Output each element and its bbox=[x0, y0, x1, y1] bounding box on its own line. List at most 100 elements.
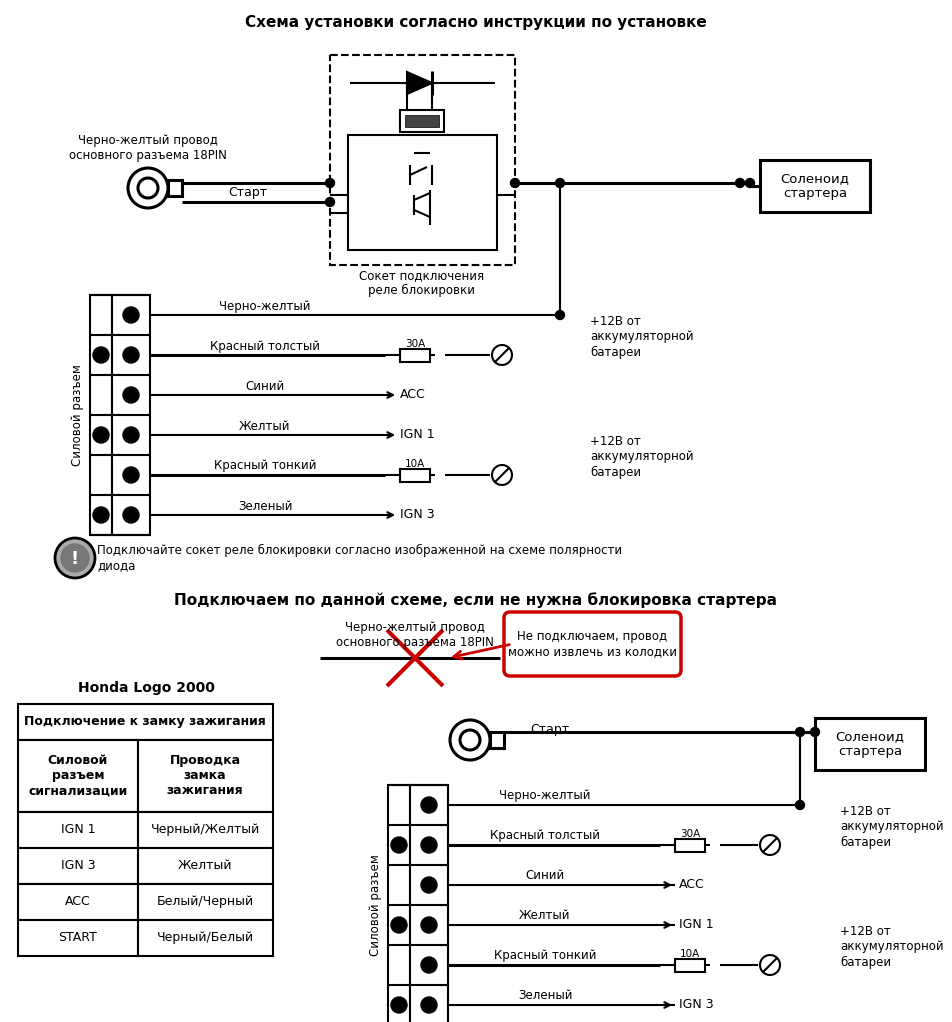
Bar bbox=[138, 920, 273, 956]
Text: Красный толстый: Красный толстый bbox=[210, 339, 320, 353]
FancyBboxPatch shape bbox=[504, 612, 681, 676]
Text: IGN 1: IGN 1 bbox=[61, 824, 95, 836]
Circle shape bbox=[326, 179, 334, 187]
Text: Схема установки согласно инструкции по установке: Схема установки согласно инструкции по у… bbox=[245, 14, 707, 30]
Text: 10A: 10A bbox=[680, 949, 700, 959]
Text: ACC: ACC bbox=[400, 388, 426, 402]
Bar bbox=[760, 160, 870, 212]
Text: Красный тонкий: Красный тонкий bbox=[494, 949, 596, 963]
Text: Желтый: Желтый bbox=[239, 419, 290, 432]
Circle shape bbox=[421, 797, 437, 812]
Text: 30A: 30A bbox=[405, 339, 426, 349]
Bar bbox=[18, 920, 138, 956]
Text: Красный толстый: Красный толстый bbox=[490, 830, 600, 842]
Bar bbox=[18, 812, 138, 848]
Bar bbox=[18, 740, 138, 812]
Text: Зеленый: Зеленый bbox=[518, 989, 572, 1003]
Circle shape bbox=[93, 347, 109, 363]
Circle shape bbox=[510, 179, 520, 187]
Circle shape bbox=[391, 837, 407, 853]
Circle shape bbox=[93, 507, 109, 523]
Bar bbox=[815, 718, 925, 770]
Text: Силовой разъем: Силовой разъем bbox=[70, 364, 84, 466]
Text: Черно-желтый: Черно-желтый bbox=[219, 299, 310, 313]
Circle shape bbox=[123, 467, 139, 483]
Bar bbox=[18, 848, 138, 884]
Polygon shape bbox=[407, 72, 432, 94]
Bar bbox=[138, 740, 273, 812]
Text: Черный/Белый: Черный/Белый bbox=[156, 931, 253, 944]
Text: Honda Logo 2000: Honda Logo 2000 bbox=[77, 681, 214, 695]
Text: Белый/Черный: Белый/Черный bbox=[156, 895, 253, 909]
Text: Силовой
разъем
сигнализации: Силовой разъем сигнализации bbox=[29, 754, 128, 797]
Circle shape bbox=[391, 997, 407, 1013]
Text: IGN 3: IGN 3 bbox=[61, 860, 95, 873]
Text: Черно-желтый: Черно-желтый bbox=[499, 790, 591, 802]
Text: +12В от
аккумуляторной
батареи: +12В от аккумуляторной батареи bbox=[590, 435, 694, 478]
Text: Желтый: Желтый bbox=[519, 910, 571, 923]
Text: Подключайте сокет реле блокировки согласно изображенной на схеме полярности
диод: Подключайте сокет реле блокировки соглас… bbox=[97, 544, 622, 572]
Text: Подключаем по данной схеме, если не нужна блокировка стартера: Подключаем по данной схеме, если не нужн… bbox=[174, 592, 778, 608]
Text: Зеленый: Зеленый bbox=[238, 500, 292, 512]
Text: IGN 3: IGN 3 bbox=[679, 998, 714, 1012]
Text: Старт: Старт bbox=[228, 186, 268, 198]
Circle shape bbox=[810, 728, 820, 737]
Text: Соленоид
стартера: Соленоид стартера bbox=[781, 172, 849, 200]
Circle shape bbox=[93, 427, 109, 443]
Circle shape bbox=[123, 427, 139, 443]
Text: IGN 1: IGN 1 bbox=[679, 919, 714, 931]
Bar bbox=[405, 115, 439, 127]
Text: +12В от
аккумуляторной
батареи: +12В от аккумуляторной батареи bbox=[590, 316, 694, 359]
Text: 10A: 10A bbox=[405, 459, 426, 469]
Bar bbox=[90, 295, 112, 535]
Text: Силовой разъем: Силовой разъем bbox=[368, 854, 382, 956]
Circle shape bbox=[556, 311, 565, 320]
Text: +12В от
аккумуляторной
батареи: +12В от аккумуляторной батареи bbox=[840, 805, 943, 848]
Text: Черно-желтый провод
основного разъема 18PIN: Черно-желтый провод основного разъема 18… bbox=[69, 134, 227, 162]
Circle shape bbox=[745, 179, 755, 187]
Circle shape bbox=[421, 917, 437, 933]
Text: Проводка
замка
зажигания: Проводка замка зажигания bbox=[167, 754, 244, 797]
Bar bbox=[18, 884, 138, 920]
Circle shape bbox=[421, 877, 437, 893]
Text: Соленоид
стартера: Соленоид стартера bbox=[836, 730, 904, 758]
Text: !: ! bbox=[71, 550, 79, 568]
Text: IGN 1: IGN 1 bbox=[400, 428, 435, 442]
Bar bbox=[490, 732, 504, 748]
Text: Черно-желтый провод
основного разъема 18PIN: Черно-желтый провод основного разъема 18… bbox=[336, 621, 494, 649]
Text: Красный тонкий: Красный тонкий bbox=[214, 460, 316, 472]
Bar bbox=[18, 704, 273, 740]
Text: 30A: 30A bbox=[680, 829, 700, 839]
Text: Старт: Старт bbox=[530, 724, 569, 737]
Circle shape bbox=[123, 307, 139, 323]
Circle shape bbox=[61, 544, 89, 572]
Bar bbox=[675, 839, 705, 852]
Circle shape bbox=[55, 538, 95, 578]
Text: IGN 3: IGN 3 bbox=[400, 509, 435, 521]
Text: Синий: Синий bbox=[526, 870, 565, 883]
Text: +12В от
аккумуляторной
батареи: +12В от аккумуляторной батареи bbox=[840, 926, 943, 969]
Text: Подключение к замку зажигания: Подключение к замку зажигания bbox=[24, 715, 266, 729]
Bar bbox=[138, 812, 273, 848]
Circle shape bbox=[326, 197, 334, 206]
Circle shape bbox=[123, 347, 139, 363]
Text: Сокет подключения
реле блокировки: Сокет подключения реле блокировки bbox=[360, 269, 485, 297]
Bar bbox=[400, 469, 430, 482]
Bar bbox=[168, 180, 182, 196]
Text: START: START bbox=[59, 931, 97, 944]
Bar bbox=[388, 785, 410, 1022]
Circle shape bbox=[391, 917, 407, 933]
Bar bbox=[400, 110, 444, 132]
Bar bbox=[348, 135, 497, 250]
Circle shape bbox=[796, 800, 804, 809]
Circle shape bbox=[736, 179, 744, 187]
Text: ACC: ACC bbox=[679, 879, 704, 891]
Text: ACC: ACC bbox=[65, 895, 90, 909]
Bar bbox=[112, 295, 150, 535]
Circle shape bbox=[421, 997, 437, 1013]
Circle shape bbox=[421, 837, 437, 853]
Text: Не подключаем, провод
можно извлечь из колодки: Не подключаем, провод можно извлечь из к… bbox=[507, 630, 677, 658]
Circle shape bbox=[421, 957, 437, 973]
Text: Черный/Желтый: Черный/Желтый bbox=[150, 824, 260, 836]
Text: Синий: Синий bbox=[246, 379, 285, 392]
